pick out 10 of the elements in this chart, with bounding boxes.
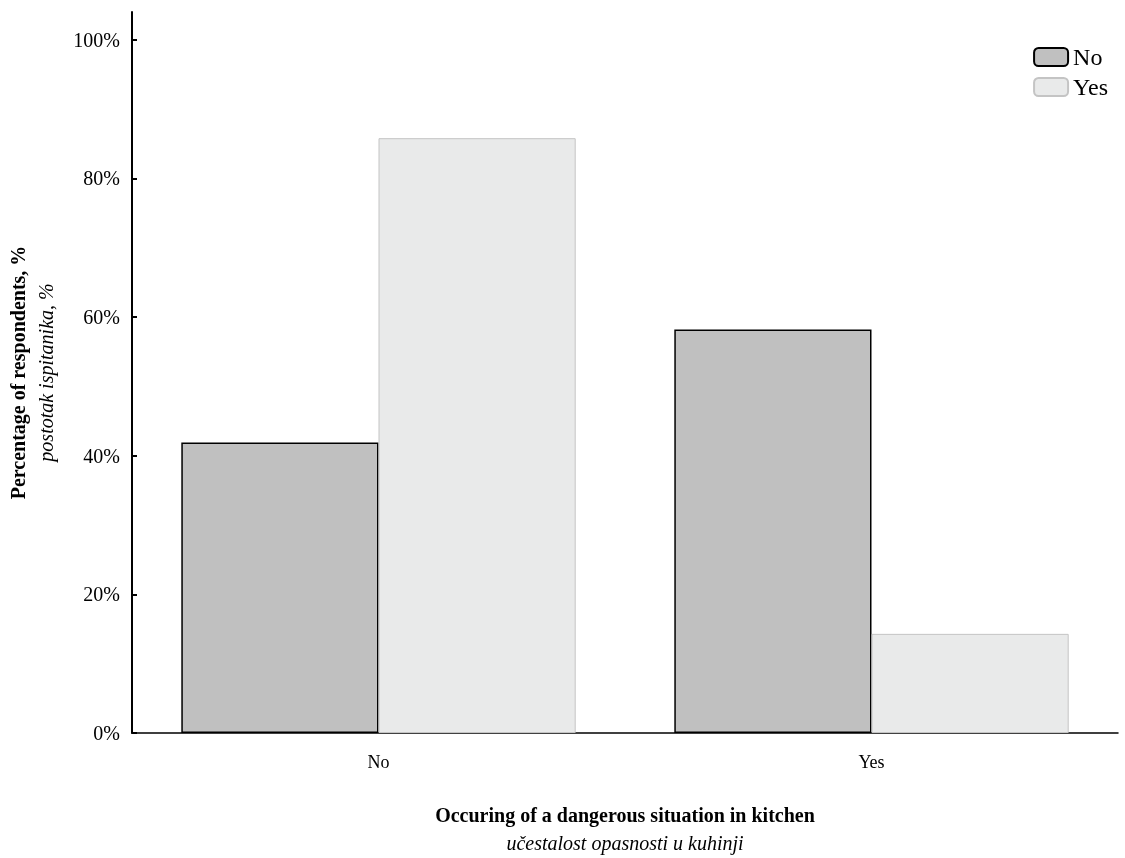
y-axis-title: Percentage of respondents, % postotak ispitanika, % <box>7 245 58 500</box>
y-tick-label: 40% <box>83 444 120 467</box>
y-tick-label: 20% <box>83 583 120 606</box>
y-tick-label: 100% <box>73 28 120 51</box>
x-axis-title: Occuring of a dangerous situation in kitchen učestalost opasnosti u kuhinji <box>435 804 815 855</box>
y-tick-label: 0% <box>93 722 120 744</box>
y-tick-label: 60% <box>83 306 120 329</box>
legend-label: Yes <box>1073 74 1108 100</box>
legend-label: No <box>1073 44 1103 70</box>
y-tick-label: 80% <box>83 167 120 190</box>
